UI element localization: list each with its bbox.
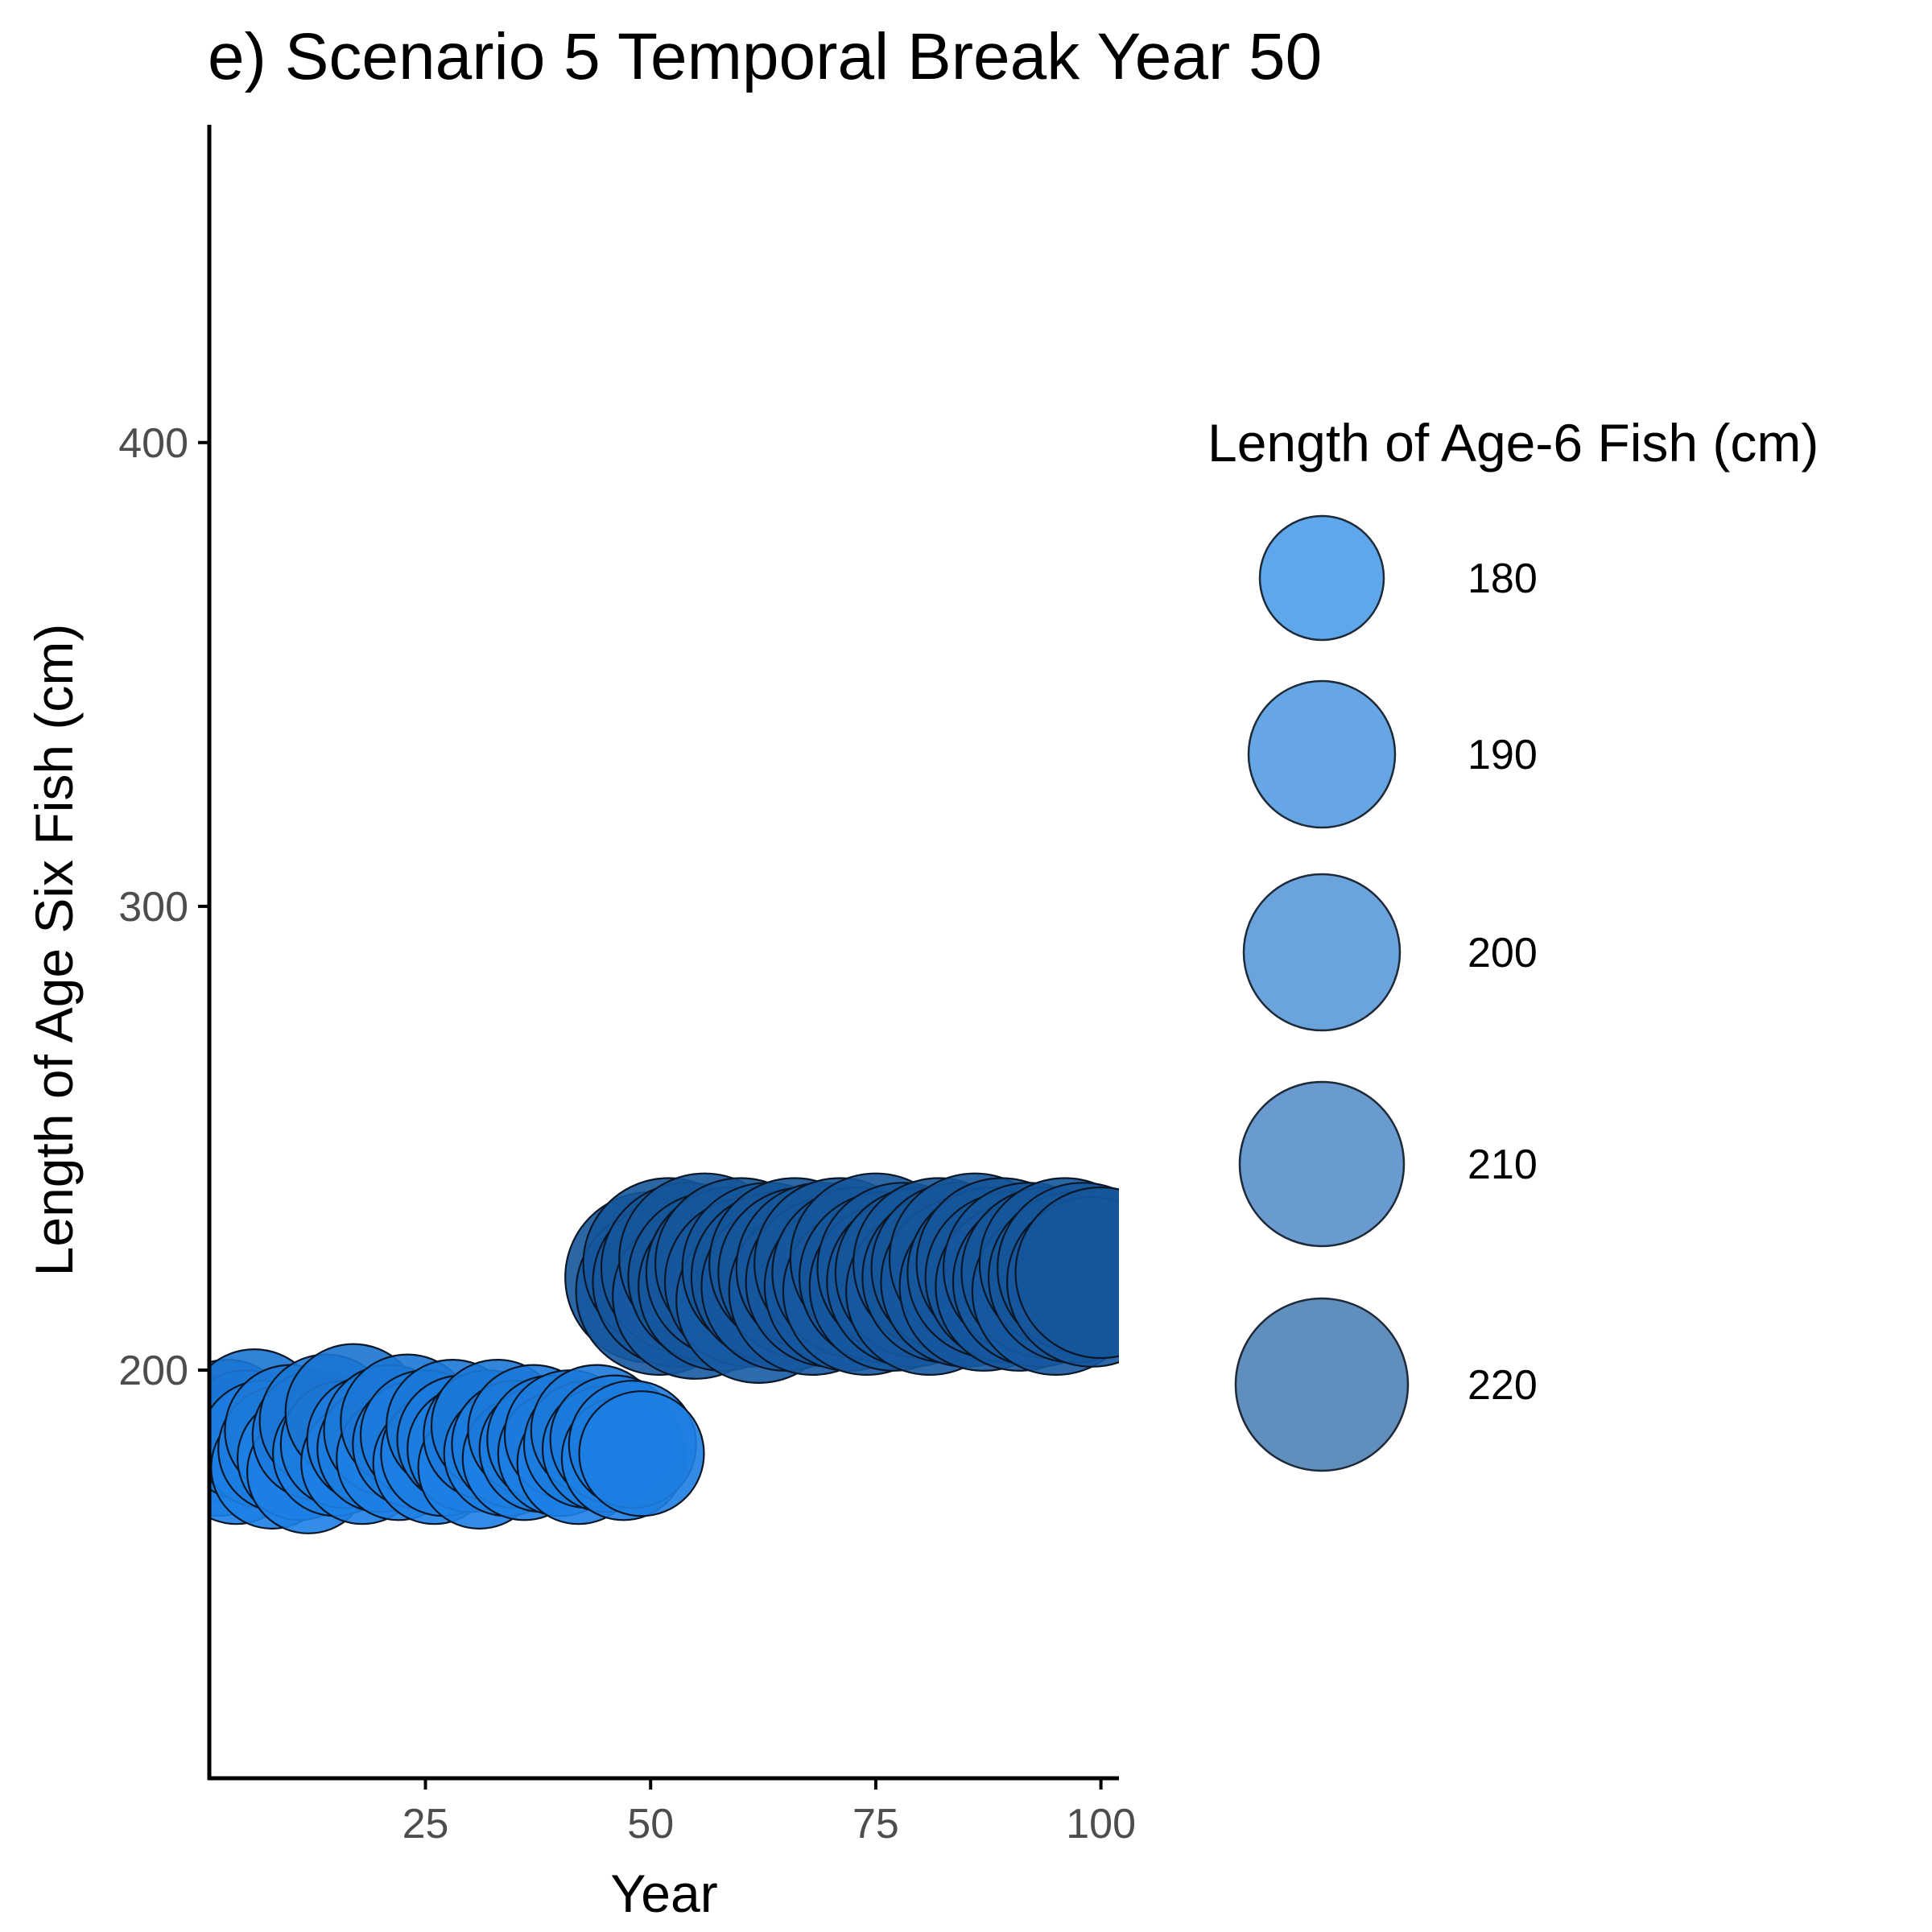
y-tick-label: 400: [118, 420, 188, 467]
legend: Length of Age-6 Fish (cm) 180 190 200 210 22…: [1208, 413, 1818, 1472]
legend-label-190: 190: [1468, 732, 1538, 778]
y-axis-ticks: 200 300 400: [118, 420, 209, 1394]
chart-title: e) Scenario 5 Temporal Break Year 50: [208, 20, 1322, 93]
y-tick-label: 300: [118, 884, 188, 931]
legend-key-220: [1234, 1297, 1410, 1472]
x-tick-label: 50: [627, 1801, 674, 1847]
x-tick-label: 75: [852, 1801, 899, 1847]
legend-label-180: 180: [1468, 555, 1538, 602]
legend-key-200: [1242, 873, 1402, 1032]
x-tick-label: 100: [1066, 1801, 1136, 1847]
y-tick-label: 200: [118, 1348, 188, 1394]
legend-keys: 180 190 200 210 220: [1234, 514, 1538, 1472]
x-axis-ticks: 25 50 75 100: [402, 1778, 1136, 1847]
data-point-49: [578, 1390, 705, 1517]
legend-key-190: [1247, 679, 1397, 829]
legend-label-220: 220: [1468, 1362, 1538, 1409]
legend-label-210: 210: [1468, 1141, 1538, 1188]
x-axis-title: Year: [610, 1864, 717, 1923]
legend-title: Length of Age-6 Fish (cm): [1208, 413, 1818, 473]
x-tick-label: 25: [402, 1801, 449, 1847]
legend-key-180: [1258, 514, 1385, 642]
legend-label-200: 200: [1468, 930, 1538, 976]
data-points: [209, 1172, 1119, 1534]
legend-key-210: [1238, 1080, 1406, 1248]
y-axis-title: Length of Age Six Fish (cm): [24, 624, 84, 1277]
data-point-100: [1014, 1186, 1119, 1360]
